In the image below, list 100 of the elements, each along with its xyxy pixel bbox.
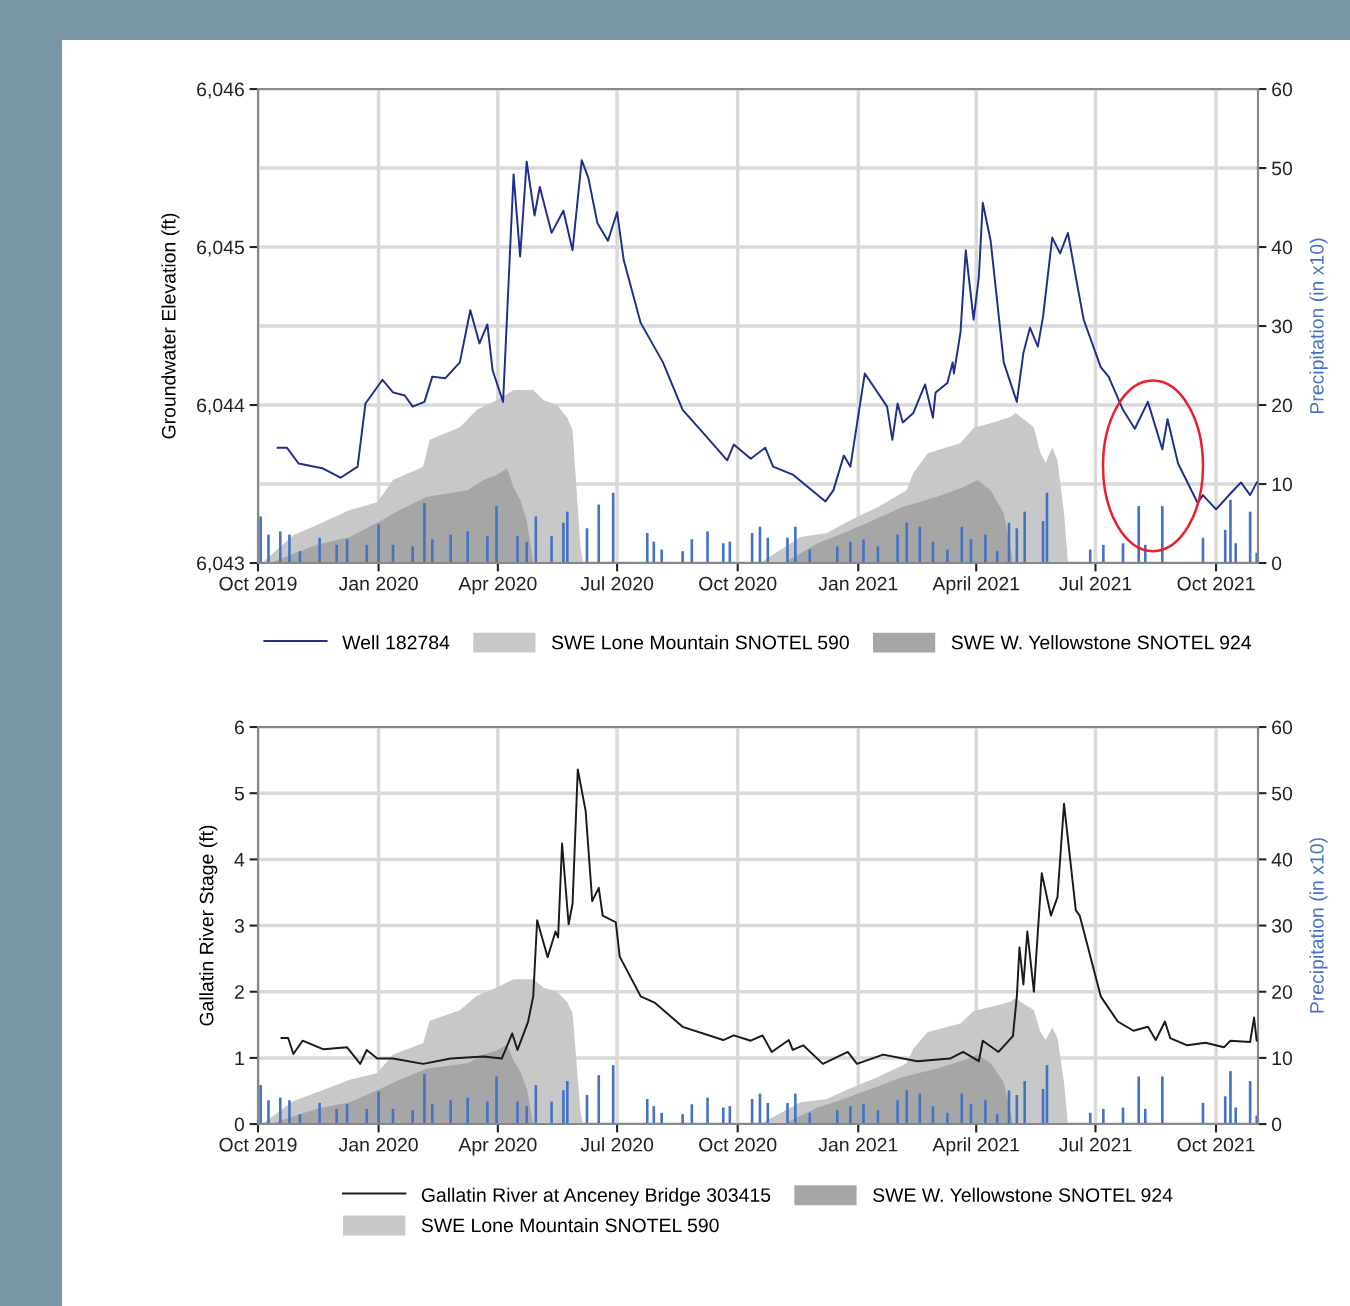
bar (849, 1106, 852, 1125)
bar (652, 1106, 656, 1125)
bar (431, 1104, 434, 1125)
y-tick-label: 5 (234, 786, 244, 801)
x-tick-label: April 2021 (932, 576, 1020, 595)
bar (706, 531, 709, 564)
bar (1161, 506, 1164, 564)
y-tick-label: 4 (234, 853, 245, 867)
bar (681, 551, 684, 564)
y2-tick-label: 10 (1272, 1051, 1293, 1066)
bar (786, 537, 789, 564)
legend-label: SWE Lone Mountain SNOTEL 590 (551, 635, 849, 650)
bar (1229, 1071, 1232, 1125)
bar (1234, 1107, 1238, 1125)
x-tick-label: Jul 2021 (1059, 576, 1132, 591)
bar (1223, 529, 1227, 564)
y2-tick-label: 10 (1272, 477, 1293, 492)
y2-tick-label: 60 (1272, 82, 1293, 97)
bar (1102, 1108, 1105, 1125)
bar (495, 1076, 498, 1125)
y2-axis-title: Precipitation (in x10) (1309, 838, 1328, 1013)
bar (525, 541, 528, 564)
bar (516, 536, 519, 564)
bar (377, 1091, 380, 1125)
bar (565, 511, 569, 564)
bar (449, 534, 452, 564)
bar (278, 531, 282, 564)
bar (721, 1107, 725, 1125)
y-tick-label: 2 (234, 985, 244, 999)
bar (318, 1102, 321, 1125)
line-series (276, 159, 1258, 511)
x-tick-label: Oct 2021 (1177, 576, 1255, 591)
bar (1088, 1112, 1092, 1125)
y2-tick-label: 20 (1272, 398, 1293, 413)
bar (1234, 543, 1238, 564)
x-tick-label: Oct 2019 (219, 576, 297, 591)
bar (550, 536, 553, 564)
bar (278, 1097, 282, 1125)
y-tick-label: 1 (235, 1051, 244, 1065)
bar (377, 524, 380, 564)
bar (1143, 1108, 1147, 1125)
bar (835, 546, 839, 564)
y-tick-label: 6,045 (197, 240, 244, 257)
bar (449, 1100, 452, 1125)
bar (905, 1090, 909, 1125)
bar (525, 1106, 528, 1125)
bar (486, 536, 489, 564)
bar (318, 537, 321, 564)
x-tick-label: Apr 2020 (458, 1137, 537, 1156)
y2-axis-title: Precipitation (in x10) (1309, 238, 1328, 414)
bar (365, 1108, 369, 1125)
y2-tick-label: 60 (1272, 720, 1293, 735)
legend-label: SWE Lone Mountain SNOTEL 590 (421, 1217, 719, 1233)
y2-tick-label: 50 (1271, 786, 1293, 801)
bar (411, 546, 414, 564)
y2-tick-label: 40 (1271, 852, 1293, 867)
bar (1229, 499, 1232, 564)
bar (862, 1104, 865, 1125)
y2-tick-label: 30 (1271, 319, 1293, 334)
y2-tick-label: 30 (1271, 919, 1293, 933)
bar (1088, 549, 1092, 564)
bar (896, 534, 899, 564)
bar (1137, 1076, 1141, 1125)
y-tick-label: 6,043 (197, 556, 244, 573)
y-tick-label: 6 (234, 720, 244, 735)
bar (645, 533, 649, 564)
x-tick-label: Jan 2020 (338, 576, 418, 591)
x-tick-label: Jul 2020 (580, 1137, 654, 1152)
bar (808, 549, 812, 564)
bar (984, 534, 987, 564)
bar (288, 1100, 291, 1125)
legend-label: SWE W. Yellowstone SNOTEL 924 (873, 1187, 1173, 1202)
y2-tick-label: 40 (1271, 240, 1293, 255)
bar (808, 1112, 812, 1125)
bar (660, 549, 663, 564)
y2-tick-label: 0 (1271, 1117, 1282, 1132)
bar (335, 544, 338, 564)
x-tick-label: Oct 2020 (699, 1137, 777, 1152)
bar (862, 539, 865, 564)
bar (946, 1112, 949, 1125)
bar (905, 522, 909, 564)
bar (706, 1097, 709, 1125)
y2-tick-label: 0 (1271, 556, 1282, 571)
line-series (280, 768, 1258, 1065)
y-tick-label: 3 (234, 919, 244, 933)
bar (652, 541, 656, 564)
y-tick-label: 6,046 (197, 82, 244, 99)
bar (721, 543, 725, 564)
y-tick-label: 0 (234, 1117, 245, 1132)
x-tick-label: April 2021 (932, 1137, 1020, 1156)
bar (466, 1097, 470, 1125)
bar (849, 541, 852, 564)
x-tick-label: Apr 2020 (458, 576, 537, 595)
x-tick-label: Oct 2019 (219, 1137, 297, 1152)
bar (1137, 506, 1141, 564)
bar (516, 1101, 519, 1125)
bar (288, 534, 291, 564)
bar (794, 1093, 797, 1125)
bar (896, 1100, 899, 1125)
bar (681, 1114, 684, 1125)
